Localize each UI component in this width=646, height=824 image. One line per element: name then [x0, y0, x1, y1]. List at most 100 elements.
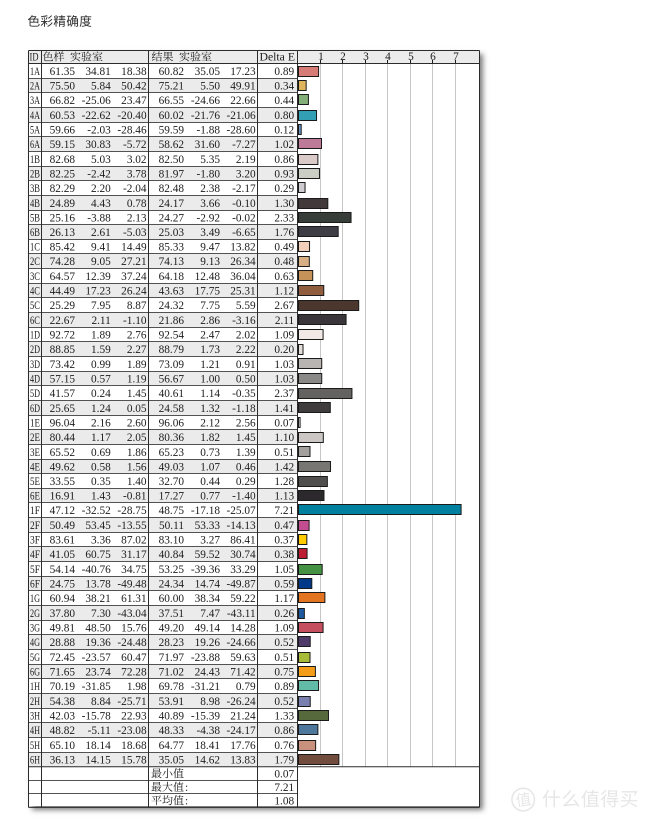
- svg-text:4D: 4D: [30, 373, 40, 385]
- svg-text:40.61: 40.61: [159, 388, 184, 400]
- svg-text:50.11: 50.11: [159, 520, 184, 532]
- svg-text:0.34: 0.34: [274, 80, 294, 92]
- svg-text:0.46: 0.46: [236, 461, 256, 473]
- svg-text:-5.11: -5.11: [88, 725, 111, 737]
- svg-text:2.61: 2.61: [91, 227, 111, 239]
- svg-text:22.66: 22.66: [230, 95, 256, 107]
- svg-text:0.07: 0.07: [274, 768, 294, 780]
- svg-text:1.79: 1.79: [274, 754, 294, 766]
- svg-text:1F: 1F: [30, 505, 40, 517]
- svg-text:53.91: 53.91: [159, 696, 184, 708]
- svg-text:-49.48: -49.48: [117, 578, 147, 590]
- svg-text:2G: 2G: [30, 608, 40, 620]
- svg-text:18.41: 18.41: [195, 740, 220, 752]
- svg-text:1.08: 1.08: [274, 795, 294, 807]
- svg-text:14.74: 14.74: [195, 578, 221, 590]
- svg-text:82.48: 82.48: [159, 183, 185, 195]
- svg-text:18.14: 18.14: [85, 740, 111, 752]
- svg-text:1.17: 1.17: [274, 593, 294, 605]
- svg-text:49.81: 49.81: [50, 622, 75, 634]
- svg-text:1.12: 1.12: [274, 285, 294, 297]
- svg-text:1.32: 1.32: [200, 403, 220, 415]
- svg-text:24.89: 24.89: [50, 198, 76, 210]
- svg-text:66.55: 66.55: [159, 95, 185, 107]
- svg-text:2.22: 2.22: [236, 344, 256, 356]
- svg-text:3B: 3B: [30, 183, 40, 195]
- svg-text:ID: ID: [30, 52, 39, 64]
- svg-text:0.35: 0.35: [91, 476, 111, 488]
- svg-text:-4.38: -4.38: [196, 725, 220, 737]
- svg-text:13.83: 13.83: [230, 754, 256, 766]
- svg-text:25.03: 25.03: [159, 227, 185, 239]
- svg-text:59.15: 59.15: [50, 139, 76, 151]
- svg-text:88.85: 88.85: [50, 344, 76, 356]
- svg-text::: :: [185, 782, 188, 794]
- svg-text:85.42: 85.42: [50, 241, 76, 253]
- svg-text:23.47: 23.47: [121, 95, 147, 107]
- svg-text:44.49: 44.49: [50, 285, 76, 297]
- svg-text:40.84: 40.84: [159, 549, 185, 561]
- svg-text:1.41: 1.41: [274, 403, 294, 415]
- svg-text:7: 7: [453, 51, 459, 63]
- svg-text:38.21: 38.21: [85, 593, 110, 605]
- svg-text:73.09: 73.09: [159, 359, 185, 371]
- svg-text:1.30: 1.30: [274, 198, 294, 210]
- svg-text:0.86: 0.86: [274, 154, 294, 166]
- svg-text:14.15: 14.15: [85, 754, 111, 766]
- svg-text:0.38: 0.38: [274, 549, 294, 561]
- svg-text:0.75: 0.75: [274, 666, 294, 678]
- svg-text:60.47: 60.47: [121, 652, 147, 664]
- svg-text:82.68: 82.68: [50, 154, 76, 166]
- svg-text:-1.40: -1.40: [232, 490, 256, 502]
- svg-text:2F: 2F: [30, 520, 40, 532]
- svg-text:33.55: 33.55: [50, 476, 76, 488]
- svg-text:2.86: 2.86: [200, 315, 220, 327]
- svg-text:2.67: 2.67: [274, 300, 294, 312]
- svg-text:2.02: 2.02: [236, 329, 256, 341]
- svg-text:0.12: 0.12: [274, 124, 294, 136]
- svg-text:28.23: 28.23: [159, 637, 185, 649]
- svg-text:0.80: 0.80: [274, 110, 294, 122]
- svg-text:2.27: 2.27: [127, 344, 147, 356]
- svg-text:5E: 5E: [30, 476, 40, 488]
- svg-text:37.51: 37.51: [159, 608, 184, 620]
- svg-text:0.50: 0.50: [236, 373, 256, 385]
- svg-text:69.78: 69.78: [159, 681, 185, 693]
- svg-text:0.63: 0.63: [274, 271, 294, 283]
- svg-text:5A: 5A: [30, 124, 41, 136]
- svg-text:8.87: 8.87: [127, 300, 147, 312]
- svg-text:49.62: 49.62: [50, 461, 76, 473]
- svg-text:41.05: 41.05: [50, 549, 76, 561]
- svg-text:Delta E: Delta E: [260, 52, 296, 64]
- svg-text:-0.10: -0.10: [232, 198, 256, 210]
- svg-text:1A: 1A: [30, 66, 41, 78]
- svg-text:9.13: 9.13: [200, 256, 220, 268]
- svg-text:1.43: 1.43: [91, 490, 111, 502]
- svg-text:1H: 1H: [30, 681, 40, 693]
- svg-text:0.37: 0.37: [274, 534, 294, 546]
- svg-text:24.43: 24.43: [195, 666, 221, 678]
- svg-text:25.16: 25.16: [50, 212, 76, 224]
- svg-text:2A: 2A: [30, 80, 41, 92]
- svg-text:35.05: 35.05: [159, 754, 185, 766]
- svg-text:-6.65: -6.65: [232, 227, 256, 239]
- svg-text:5F: 5F: [30, 564, 40, 576]
- svg-text:22.67: 22.67: [50, 315, 76, 327]
- svg-text:86.41: 86.41: [230, 534, 255, 546]
- svg-text:30.74: 30.74: [230, 549, 256, 561]
- svg-text:-21.06: -21.06: [227, 110, 257, 122]
- svg-text:-5.72: -5.72: [123, 139, 147, 151]
- svg-text:0.05: 0.05: [127, 403, 147, 415]
- svg-text:72.45: 72.45: [50, 652, 76, 664]
- svg-text:61.35: 61.35: [50, 66, 76, 78]
- svg-text:-17.18: -17.18: [191, 505, 221, 517]
- svg-text:49.20: 49.20: [159, 622, 185, 634]
- svg-text:-1.88: -1.88: [196, 124, 220, 136]
- svg-text:3D: 3D: [30, 359, 40, 371]
- svg-text:1.09: 1.09: [274, 329, 294, 341]
- svg-text:49.03: 49.03: [159, 461, 185, 473]
- svg-text:19.36: 19.36: [85, 637, 111, 649]
- svg-text:60.53: 60.53: [50, 110, 76, 122]
- svg-text:26.13: 26.13: [50, 227, 76, 239]
- svg-text:15.78: 15.78: [121, 754, 147, 766]
